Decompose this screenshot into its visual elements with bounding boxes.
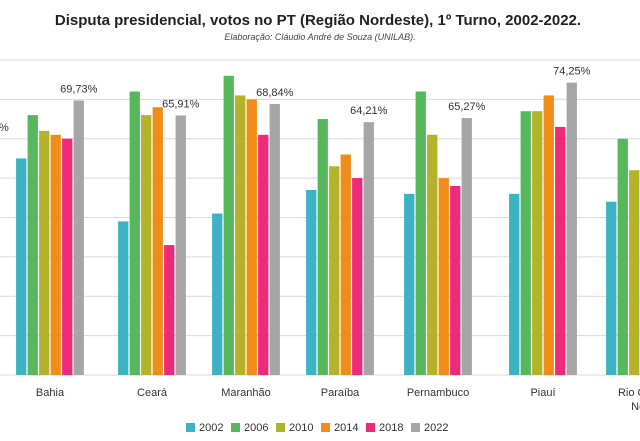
bar-2010-4 — [427, 134, 438, 375]
bar-2014-3 — [340, 154, 351, 375]
bar-2014-2 — [246, 99, 257, 375]
category-labels: Bahia Ceará Maranhão Paraíba Pernambuco Piauí… — [36, 387, 640, 413]
legend-swatch — [366, 423, 375, 432]
data-label: 65,27% — [448, 101, 486, 113]
legend-swatch — [186, 423, 195, 432]
bar-2002-4 — [404, 193, 415, 375]
legend-label: 2002 — [199, 422, 223, 434]
bar-2006-3 — [317, 119, 328, 375]
bar-2010-3 — [329, 166, 340, 375]
bar-2006-1 — [129, 91, 140, 375]
bar-2006-4 — [415, 91, 426, 375]
bar-2002-5 — [509, 193, 520, 375]
category-label: Nor — [631, 401, 640, 413]
bar-2014-0 — [50, 134, 61, 375]
bar-2002-6 — [606, 201, 617, 375]
bar-2022-5 — [566, 82, 577, 375]
data-label-cut: % — [0, 122, 9, 134]
legend-label: 2010 — [289, 422, 313, 434]
bar-2002-0 — [16, 158, 27, 375]
bar-2018-1 — [164, 245, 175, 375]
legend-swatch — [276, 423, 285, 432]
legend-label: 2014 — [334, 422, 358, 434]
chart-title: Disputa presidencial, votos no PT (Regiã… — [55, 12, 581, 29]
bar-2002-1 — [118, 221, 129, 375]
category-label: Ceará — [137, 387, 168, 399]
bar-2022-2 — [269, 103, 280, 375]
legend-label: 2006 — [244, 422, 268, 434]
chart-subtitle: Elaboração: Cláudio André de Souza (UNIL… — [224, 32, 415, 42]
bar-2018-2 — [258, 134, 269, 375]
bar-2006-6 — [617, 138, 628, 375]
bar-2006-0 — [27, 115, 38, 375]
data-label: 65,91% — [162, 98, 200, 110]
bar-2006-5 — [520, 111, 531, 375]
category-label: Bahia — [36, 387, 65, 399]
bar-2014-1 — [152, 107, 163, 375]
bar-2018-5 — [555, 126, 566, 375]
category-label: Piauí — [530, 387, 555, 399]
bar-2010-2 — [235, 95, 246, 375]
bar-2002-3 — [306, 189, 317, 375]
bars — [16, 75, 640, 376]
bar-2022-0 — [73, 100, 84, 376]
legend: 2002 2006 2010 2014 2018 2022 — [186, 422, 448, 434]
data-label: 74,25% — [553, 66, 591, 78]
data-label: 64,21% — [350, 105, 388, 117]
bar-2018-3 — [352, 178, 363, 375]
bar-2002-2 — [212, 213, 223, 375]
bar-2022-3 — [363, 122, 374, 375]
category-label: Paraíba — [321, 387, 360, 399]
legend-swatch — [411, 423, 420, 432]
category-label: Maranhão — [221, 387, 271, 399]
bar-2022-4 — [461, 117, 472, 375]
bar-2018-0 — [62, 138, 73, 375]
bar-2010-1 — [141, 115, 152, 375]
bar-2010-6 — [629, 170, 640, 375]
legend-label: 2018 — [379, 422, 403, 434]
legend-swatch — [231, 423, 240, 432]
bar-2022-1 — [175, 115, 186, 376]
data-label: 69,73% — [60, 83, 98, 95]
data-label: 68,84% — [256, 87, 294, 99]
bar-2010-0 — [39, 130, 50, 375]
legend-swatch — [321, 423, 330, 432]
bar-2010-5 — [532, 111, 543, 375]
data-labels: 69,73% 65,91% 68,84% 64,21% 65,27% 74,25%% — [0, 66, 591, 134]
bar-2014-4 — [438, 178, 449, 375]
category-label: Pernambuco — [407, 387, 469, 399]
bar-2006-2 — [223, 75, 234, 375]
category-label: Rio Gran — [618, 387, 640, 399]
bar-2018-4 — [450, 186, 461, 375]
bar-2014-5 — [543, 95, 554, 375]
legend-label: 2022 — [424, 422, 448, 434]
